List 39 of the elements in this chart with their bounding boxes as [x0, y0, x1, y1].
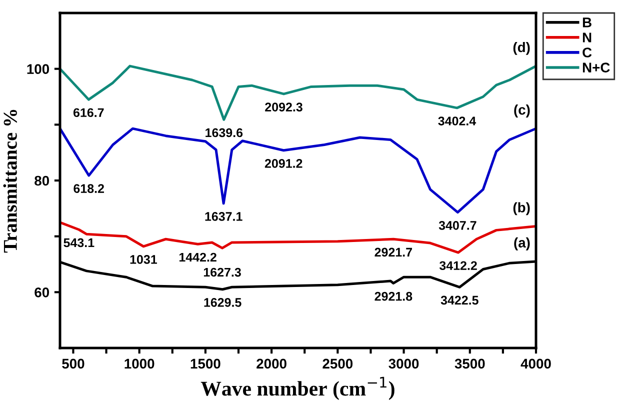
- x-tick-label: 2500: [322, 358, 353, 369]
- annotation: 1627.3: [204, 268, 241, 277]
- annotation: 1031: [130, 255, 157, 264]
- legend-label: N+C: [582, 62, 610, 72]
- annotation: (c): [514, 104, 530, 118]
- annotation: 2091.2: [264, 159, 302, 168]
- x-tick-label: 3000: [388, 358, 419, 369]
- annotation: 3407.7: [438, 220, 476, 230]
- annotation: (d): [513, 42, 530, 55]
- legend-label: N: [582, 32, 592, 42]
- x-tick-label: 1500: [190, 358, 220, 369]
- annotation: (b): [513, 202, 530, 216]
- y-axis-title: Transmittance %: [3, 110, 17, 253]
- y-tick-label: 100: [27, 64, 50, 74]
- annotation: 2092.3: [265, 102, 302, 112]
- annotation: 3422.5: [440, 296, 478, 305]
- legend-label: B: [582, 18, 592, 28]
- annotation: (a): [514, 237, 530, 250]
- annotation: 1442.2: [179, 252, 216, 262]
- x-tick-label: 2000: [256, 358, 286, 369]
- annotation: 1629.5: [204, 298, 242, 307]
- annotation: 1637.1: [205, 212, 242, 221]
- annotation: 3402.4: [438, 116, 476, 126]
- annotation: 1639.6: [206, 128, 243, 138]
- y-tick-label: 80: [34, 176, 50, 186]
- line-series: [60, 127, 536, 214]
- annotation: 618.2: [74, 184, 104, 193]
- annotation: 3412.2: [439, 261, 477, 270]
- annotation: 616.7: [73, 108, 104, 118]
- x-tick-label: 4000: [520, 358, 551, 369]
- x-tick-label: 3500: [454, 358, 485, 369]
- x-tick-label: 1000: [124, 358, 154, 369]
- x-tick-label: 500: [62, 358, 84, 369]
- legend-label: C: [582, 48, 592, 58]
- annotation: 2921.7: [374, 248, 412, 257]
- annotation: 2921.8: [374, 292, 412, 301]
- x-axis-title: Wave number (cm$^{−1}$): [200, 376, 394, 400]
- y-tick-label: 60: [34, 288, 50, 298]
- annotation: 543.1: [64, 238, 94, 248]
